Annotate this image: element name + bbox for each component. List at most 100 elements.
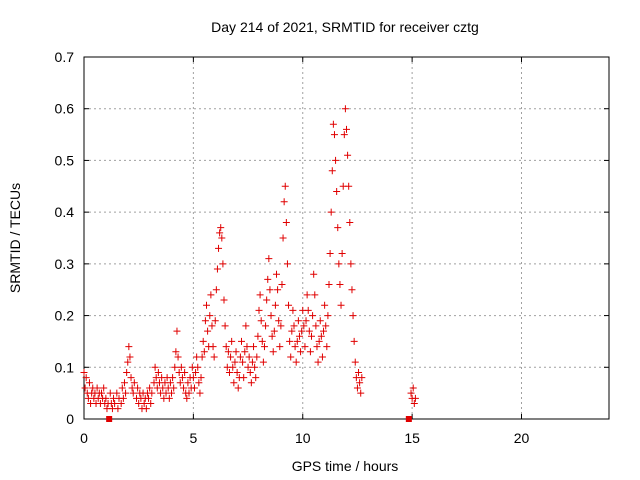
- data-point: [197, 374, 205, 382]
- data-point: [304, 306, 312, 314]
- data-point: [208, 322, 216, 330]
- data-point: [327, 208, 335, 216]
- data-point: [247, 379, 255, 387]
- data-point: [251, 363, 259, 371]
- data-point: [257, 317, 265, 325]
- data-point: [207, 291, 215, 299]
- data-point: [290, 322, 298, 330]
- data-point: [122, 389, 130, 397]
- data-point: [98, 389, 105, 397]
- data-point: [278, 281, 286, 289]
- data-point: [225, 368, 233, 376]
- data-point: [316, 317, 324, 325]
- data-point: [301, 343, 309, 351]
- data-point: [341, 105, 349, 113]
- data-point: [308, 332, 315, 340]
- y-tick-label: 0: [66, 411, 74, 427]
- data-point: [166, 379, 174, 387]
- data-point: [287, 353, 295, 361]
- data-point: [210, 353, 218, 361]
- data-point: [218, 234, 226, 242]
- data-point: [305, 327, 313, 335]
- data-point: [320, 327, 328, 335]
- data-point: [321, 301, 329, 309]
- data-point: [215, 244, 223, 252]
- data-point: [189, 374, 197, 382]
- data-point: [357, 389, 365, 397]
- data-point: [118, 384, 126, 392]
- data-point: [314, 358, 322, 366]
- data-point: [230, 379, 238, 387]
- data-point: [266, 286, 274, 294]
- data-point: [328, 167, 336, 175]
- data-point: [174, 353, 182, 361]
- data-point: [273, 270, 280, 278]
- data-point: [411, 394, 419, 402]
- data-point: [196, 389, 204, 397]
- data-point: [238, 337, 245, 345]
- data-point: [236, 353, 244, 361]
- data-point: [221, 322, 229, 330]
- data-point: [185, 389, 193, 397]
- data-point: [204, 327, 212, 335]
- data-point: [264, 275, 272, 283]
- data-point: [85, 379, 93, 387]
- y-tick-label: 0.5: [55, 152, 75, 168]
- data-point: [332, 156, 340, 164]
- data-point: [258, 337, 266, 345]
- data-point: [346, 218, 354, 226]
- data-point: [349, 312, 357, 320]
- data-point: [198, 353, 206, 361]
- y-tick-label: 0.3: [55, 256, 75, 272]
- data-point: [173, 327, 181, 335]
- data-point: [407, 389, 415, 397]
- data-point: [80, 368, 88, 376]
- data-point: [340, 131, 348, 139]
- data-point: [222, 343, 230, 351]
- data-point: [123, 368, 131, 376]
- data-point: [82, 374, 90, 382]
- data-point: [322, 322, 330, 330]
- data-point: [347, 260, 355, 268]
- data-point: [228, 337, 236, 345]
- data-point: [271, 301, 279, 309]
- data-point: [345, 182, 353, 190]
- data-point: [246, 368, 254, 376]
- data-point: [245, 353, 253, 361]
- data-point: [200, 348, 208, 356]
- data-point: [318, 353, 326, 361]
- data-point: [111, 399, 119, 407]
- data-point: [326, 250, 334, 258]
- data-point: [100, 384, 108, 392]
- data-point: [279, 234, 287, 242]
- data-point: [410, 399, 418, 407]
- data-point: [244, 363, 252, 371]
- data-point: [302, 317, 310, 325]
- data-point: [265, 255, 273, 263]
- data-point: [165, 394, 173, 402]
- data-point: [286, 337, 294, 345]
- data-point: [145, 394, 153, 402]
- data-point: [227, 353, 235, 361]
- plot-frame: [83, 56, 610, 420]
- data-point: [335, 260, 343, 268]
- data-point: [146, 384, 154, 392]
- data-point: [130, 379, 138, 387]
- data-point: [289, 306, 297, 314]
- data-point: [216, 229, 224, 237]
- data-point: [338, 250, 346, 258]
- data-point: [295, 332, 303, 340]
- data-point: [239, 358, 247, 366]
- data-point: [181, 368, 189, 376]
- data-point: [217, 224, 225, 232]
- data-point: [172, 348, 180, 356]
- data-point: [355, 368, 363, 376]
- data-point: [113, 389, 121, 397]
- data-point: [325, 281, 333, 289]
- data-point: [255, 306, 263, 314]
- data-point: [120, 379, 128, 387]
- data-point: [358, 374, 366, 382]
- x-tick-label: 5: [189, 430, 197, 446]
- data-point: [275, 317, 283, 325]
- data-point: [303, 291, 311, 299]
